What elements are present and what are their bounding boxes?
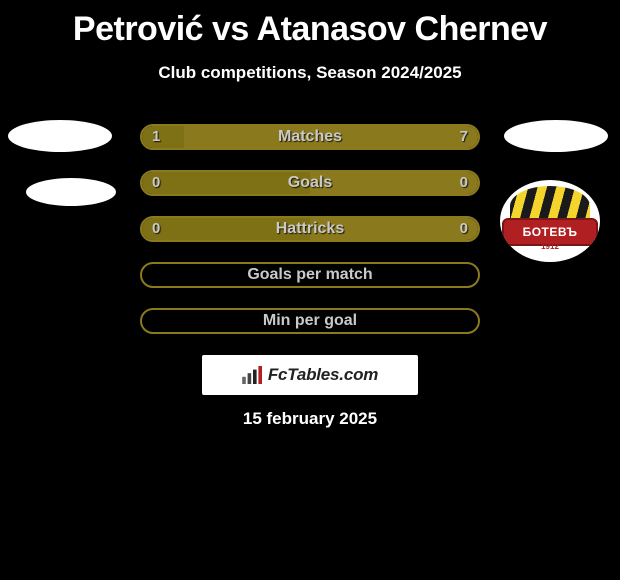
brand-bars-icon bbox=[242, 366, 264, 384]
team-right-badge: БОТЕВЪ 1912 bbox=[500, 180, 600, 262]
page-title: Petrović vs Atanasov Chernev bbox=[0, 0, 620, 49]
stat-label: Matches bbox=[142, 126, 478, 148]
player-right-avatar bbox=[504, 120, 608, 152]
brand-box: FcTables.com bbox=[202, 355, 418, 395]
stat-row: 17Matches bbox=[140, 124, 480, 150]
stat-label: Goals bbox=[142, 172, 478, 194]
stat-row: Min per goal bbox=[140, 308, 480, 334]
team-right-badge-year: 1912 bbox=[500, 242, 600, 251]
stat-label: Goals per match bbox=[142, 264, 478, 286]
stat-row: Goals per match bbox=[140, 262, 480, 288]
team-left-badge bbox=[26, 178, 116, 206]
page-subtitle: Club competitions, Season 2024/2025 bbox=[0, 63, 620, 83]
brand-text: FcTables.com bbox=[268, 365, 378, 385]
date-stamp: 15 february 2025 bbox=[0, 409, 620, 429]
stat-label: Hattricks bbox=[142, 218, 478, 240]
stat-label: Min per goal bbox=[142, 310, 478, 332]
stat-row: 00Hattricks bbox=[140, 216, 480, 242]
stat-rows: 17Matches 00Goals 00Hattricks Goals per mat… bbox=[140, 124, 480, 354]
player-left-avatar bbox=[8, 120, 112, 152]
stat-row: 00Goals bbox=[140, 170, 480, 196]
